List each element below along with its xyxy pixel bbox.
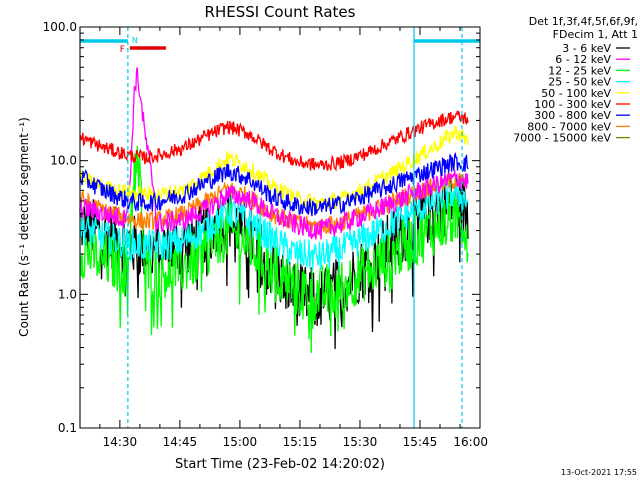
legend-label: 50 - 100 keV	[541, 87, 611, 100]
legend: Det 1f,3f,4f,5f,6f,9f, FDecim 1, Att 1 3…	[513, 15, 638, 145]
y-tick-label: 0.1	[58, 421, 77, 435]
legend-header-line-2: FDecim 1, Att 1	[553, 28, 638, 41]
legend-header-line-1: Det 1f,3f,4f,5f,6f,9f,	[529, 15, 638, 28]
legend-label: 800 - 7000 keV	[527, 120, 611, 133]
flare-flag-label: F	[120, 45, 125, 55]
series-line-800-7000-kev	[79, 172, 469, 237]
x-tick-label: 14:45	[163, 435, 198, 449]
x-tick-label: 15:00	[223, 435, 258, 449]
y-tick-label: 1.0	[58, 287, 77, 301]
y-tick-label: 100.0	[43, 20, 77, 34]
legend-label: 100 - 300 keV	[534, 98, 611, 111]
x-tick-label: 15:45	[403, 435, 438, 449]
legend-label: 7000 - 15000 keV	[513, 132, 611, 145]
series-line-6-12-kev	[79, 67, 469, 240]
x-axis-label: Start Time (23-Feb-02 14:20:02)	[175, 457, 385, 472]
series-layer	[79, 67, 469, 354]
series-line-100-300-kev	[79, 110, 469, 172]
legend-label: 12 - 25 keV	[548, 64, 611, 77]
axis-layer: 0.1 1.0 10.0 100.0 14:30 14:45 15:00 15:15 15:30…	[43, 20, 488, 449]
y-tick-label: 10.0	[50, 154, 77, 168]
legend-label: 25 - 50 keV	[548, 76, 611, 89]
series-line-300-800-kev	[79, 151, 469, 217]
y-axis-label: Count Rate (s⁻¹ detector segment⁻¹)	[17, 117, 31, 337]
x-tick-label: 14:30	[103, 435, 138, 449]
timestamp: 13-Oct-2021 17:55	[561, 468, 637, 477]
legend-label: 6 - 12 keV	[555, 53, 611, 66]
legend-label: 3 - 6 keV	[562, 42, 611, 55]
series-line-25-50-kev	[79, 178, 469, 271]
x-tick-label: 16:00	[453, 435, 488, 449]
chart-title: RHESSI Count Rates	[205, 3, 356, 21]
series-line-12-25-kev	[79, 145, 469, 354]
x-tick-label: 15:15	[283, 435, 318, 449]
series-line-50-100-kev	[79, 125, 469, 210]
x-tick-label: 15:30	[343, 435, 378, 449]
night-flag-label: N	[132, 36, 138, 45]
legend-label: 300 - 800 keV	[534, 109, 611, 122]
